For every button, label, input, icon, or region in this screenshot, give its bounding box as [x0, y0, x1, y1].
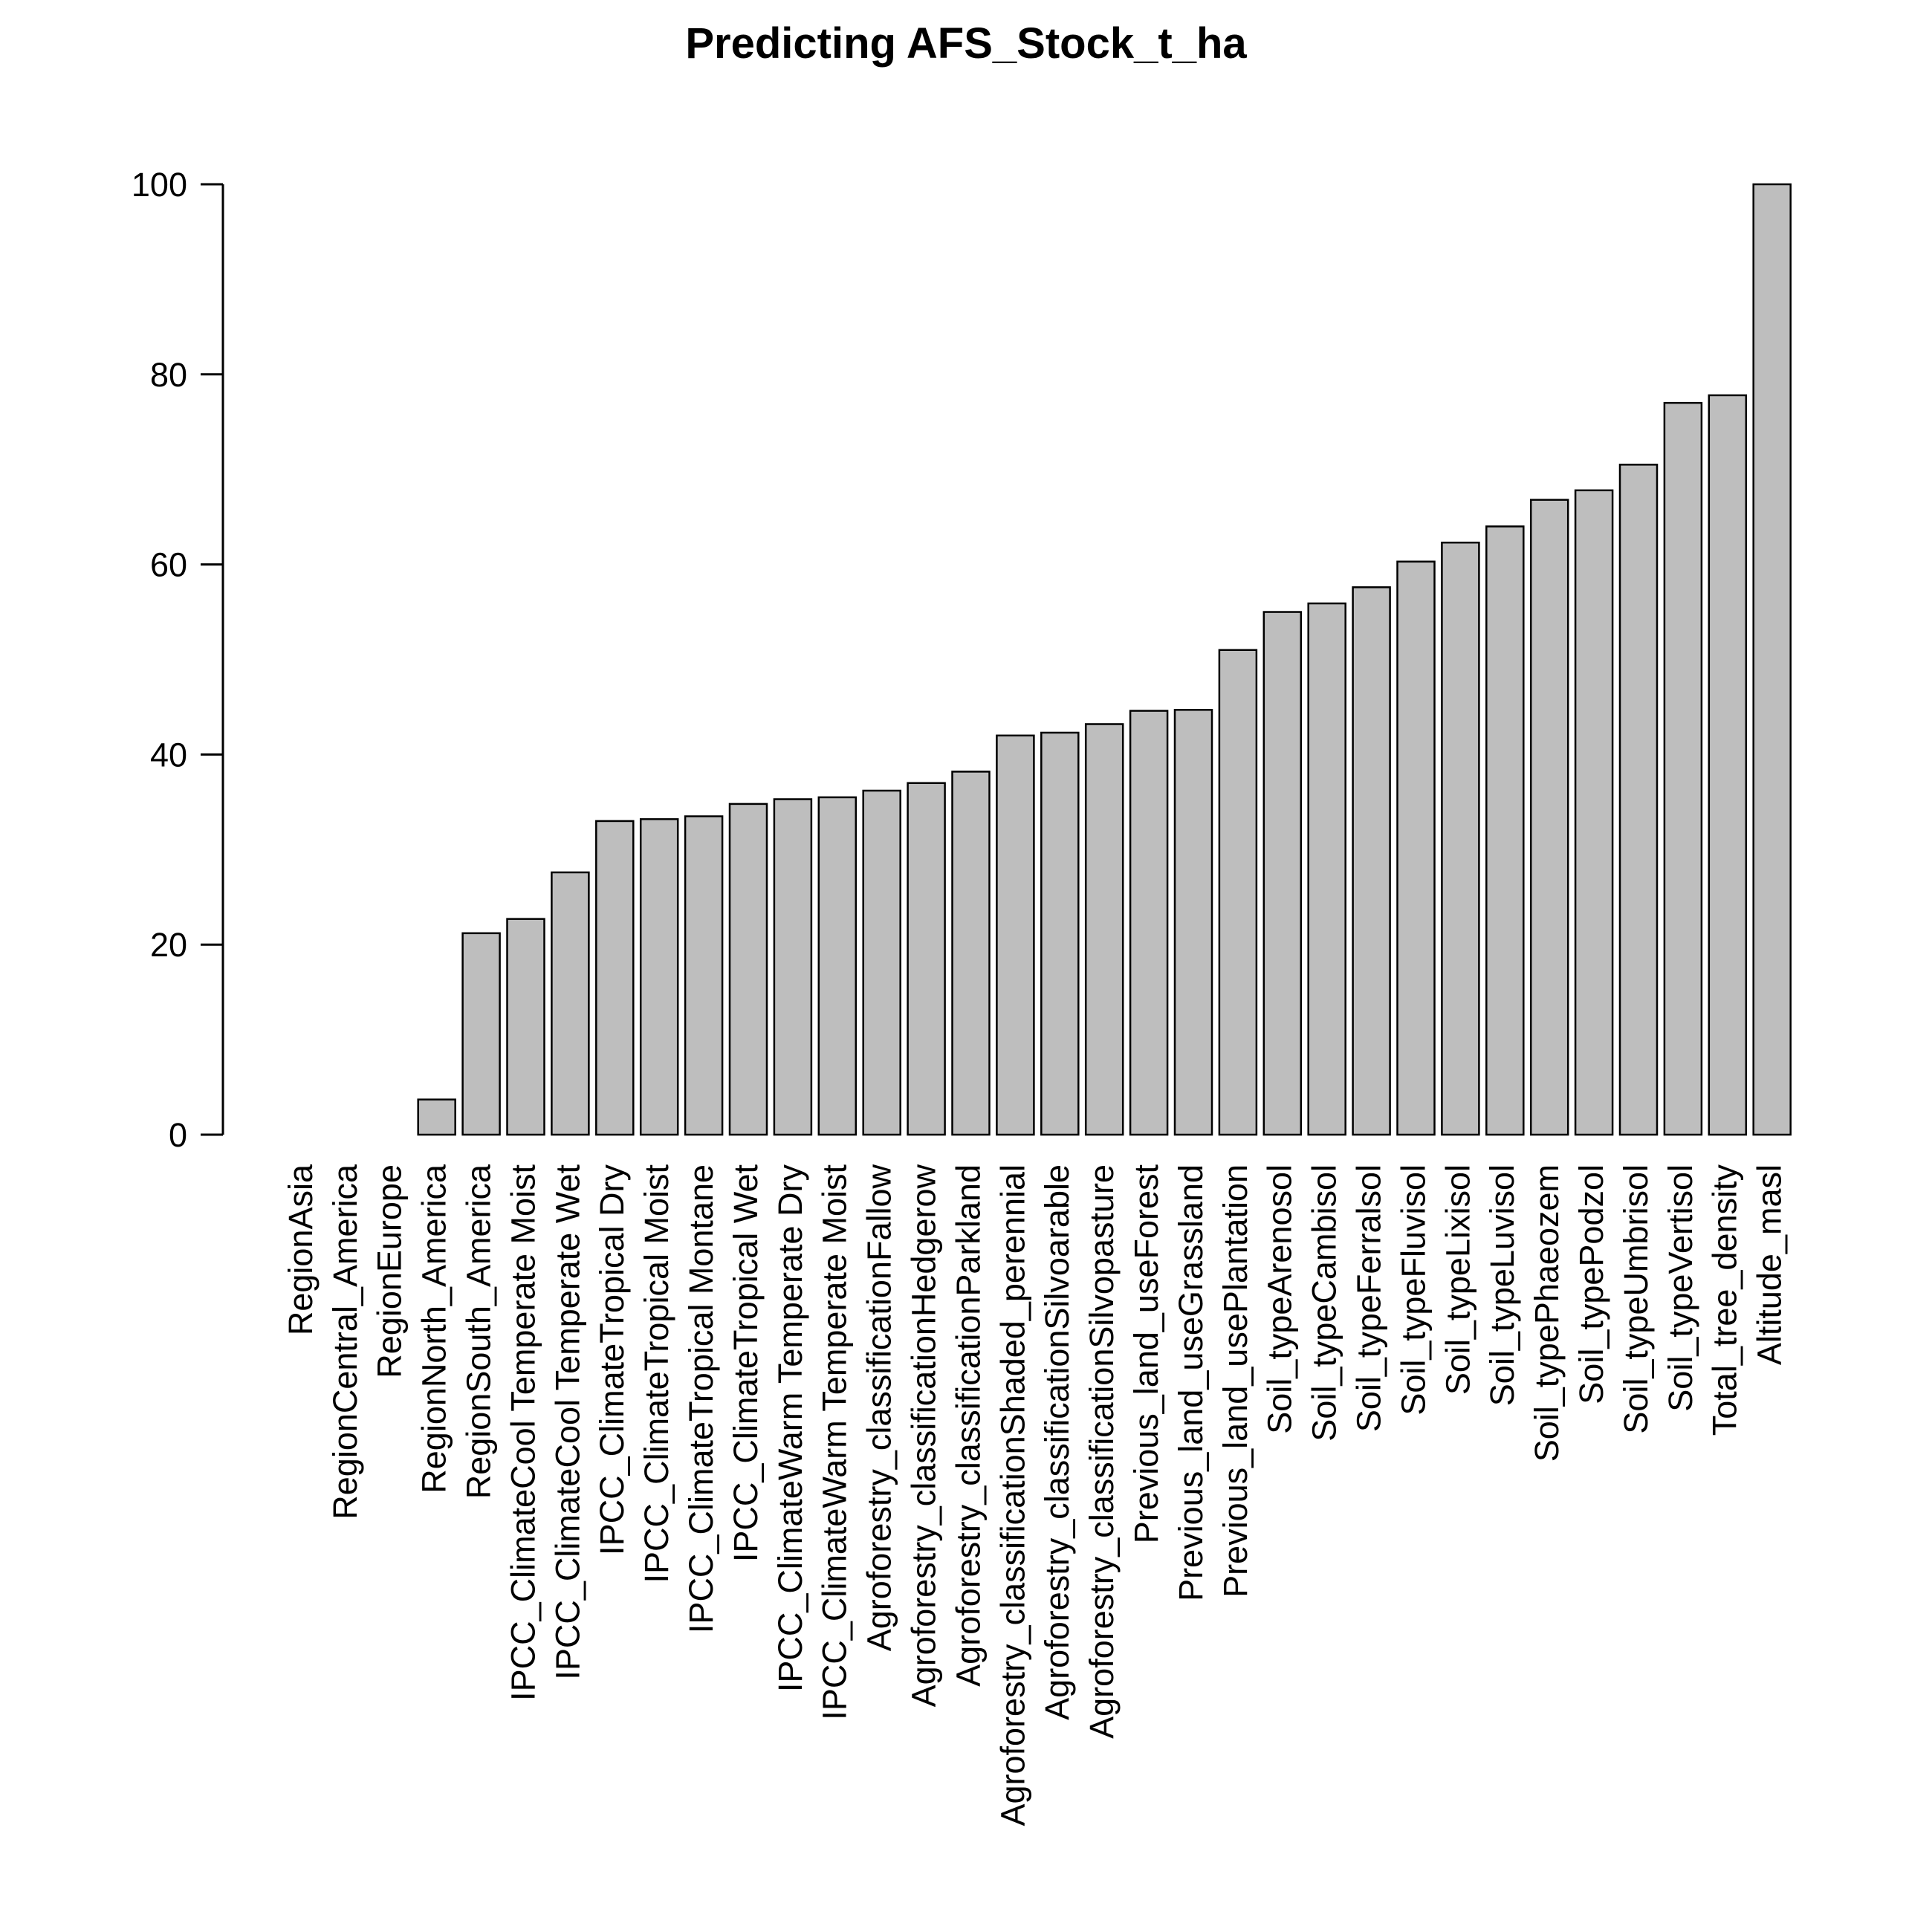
- x-tick-label: Soil_typeLixisol: [1439, 1164, 1476, 1395]
- x-tick-label: Previous_land_useForest: [1127, 1164, 1165, 1544]
- x-tick-label: IPCC_ClimateTropical Montane: [682, 1164, 720, 1633]
- bar: [1618, 464, 1659, 1136]
- bar: [684, 815, 724, 1136]
- y-tick-label: 40: [150, 736, 187, 774]
- x-tick-label: IPCC_ClimateCool Temperate Moist: [504, 1164, 542, 1701]
- bar: [817, 796, 858, 1136]
- y-tick-label: 100: [132, 166, 187, 204]
- bar: [1396, 560, 1436, 1136]
- x-tick-label: Soil_typeFerralsol: [1349, 1164, 1387, 1432]
- bar: [951, 771, 991, 1136]
- bar: [639, 818, 679, 1136]
- bar: [461, 932, 501, 1136]
- bar: [506, 918, 545, 1136]
- bar: [1218, 649, 1258, 1136]
- bar: [1529, 499, 1569, 1136]
- x-tick-label: RegionEurope: [371, 1164, 409, 1378]
- x-tick-label: Altitude_masl: [1751, 1164, 1789, 1365]
- x-tick-label: IPCC_ClimateWarm Temperate Moist: [816, 1164, 854, 1720]
- x-tick-label: RegionSouth_America: [459, 1164, 497, 1499]
- x-tick-label: Agroforestry_classificationShaded_perenn…: [993, 1164, 1031, 1826]
- bar: [1574, 489, 1614, 1136]
- y-axis: 0 20 40 60 80 100: [132, 166, 224, 1154]
- x-tick-label: Previous_land_usePlantation: [1216, 1164, 1254, 1598]
- bar: [1307, 602, 1346, 1136]
- x-tick-label: Agroforestry_classificationHedgerow: [904, 1164, 942, 1707]
- bar: [1173, 709, 1213, 1136]
- bar: [907, 782, 946, 1136]
- bar: [1441, 541, 1480, 1136]
- x-tick-label: Soil_typeLuvisol: [1483, 1164, 1521, 1406]
- x-tick-label: IPCC_ClimateTropical Moist: [638, 1164, 675, 1583]
- x-tick-label: Total_tree_density: [1706, 1164, 1744, 1436]
- x-tick-label: RegionCentral_America: [326, 1164, 364, 1520]
- x-tick-label: Previous_land_useGrassland: [1172, 1164, 1210, 1601]
- x-tick-label: IPCC_ClimateCool Temperate Wet: [548, 1164, 586, 1680]
- x-tick-label: RegionNorth_America: [415, 1164, 453, 1494]
- x-tick-label: Agroforestry_classificationParkland: [949, 1164, 987, 1687]
- bar: [1129, 710, 1169, 1136]
- bar: [595, 820, 635, 1136]
- bar: [1752, 183, 1792, 1136]
- bar: [551, 871, 590, 1136]
- bar: [417, 1098, 456, 1136]
- chart-title: Predicting AFS_Stock_t_ha: [685, 19, 1247, 68]
- bars: [417, 183, 1792, 1136]
- x-tick-label: Soil_typeVertisol: [1662, 1164, 1699, 1412]
- x-tick-label: Agroforestry_classificationFallow: [860, 1164, 898, 1652]
- bar: [773, 798, 813, 1136]
- x-tick-label: IPCC_ClimateTropical Wet: [727, 1164, 765, 1563]
- x-tick-label: IPCC_ClimateTropical Dry: [593, 1164, 631, 1555]
- x-tick-label: Soil_typeUmbrisol: [1617, 1164, 1655, 1434]
- x-tick-label: Soil_typeArenosol: [1261, 1164, 1299, 1434]
- y-tick-label: 20: [150, 926, 187, 964]
- y-tick-label: 0: [169, 1116, 187, 1154]
- x-tick-label: Soil_typePodzol: [1572, 1164, 1610, 1404]
- x-tick-label: Agroforestry_classificationSilvopasture: [1083, 1164, 1121, 1739]
- x-tick-label: Soil_typePhaeozem: [1528, 1164, 1566, 1462]
- x-axis-labels: RegionAsia RegionCentral_America RegionEur…: [282, 1164, 1789, 1826]
- bar: [1352, 586, 1391, 1136]
- bar: [1663, 401, 1703, 1136]
- y-tick-label: 60: [150, 546, 187, 584]
- x-tick-label: IPCC_ClimateWarm Temperate Dry: [771, 1164, 809, 1693]
- bar: [1084, 723, 1124, 1136]
- bar: [1040, 731, 1080, 1136]
- bar: [728, 803, 768, 1136]
- x-tick-label: RegionAsia: [282, 1164, 320, 1335]
- bar: [1708, 394, 1748, 1136]
- bar: [862, 789, 901, 1136]
- bar: [1485, 525, 1525, 1136]
- x-tick-label: Soil_typeFluvisol: [1394, 1164, 1432, 1416]
- x-tick-label: Soil_typeCambisol: [1306, 1164, 1343, 1442]
- y-tick-label: 80: [150, 356, 187, 394]
- x-tick-label: Agroforestry_classificationSilvoarable: [1038, 1164, 1076, 1720]
- bar: [996, 734, 1035, 1136]
- bar: [1262, 611, 1303, 1136]
